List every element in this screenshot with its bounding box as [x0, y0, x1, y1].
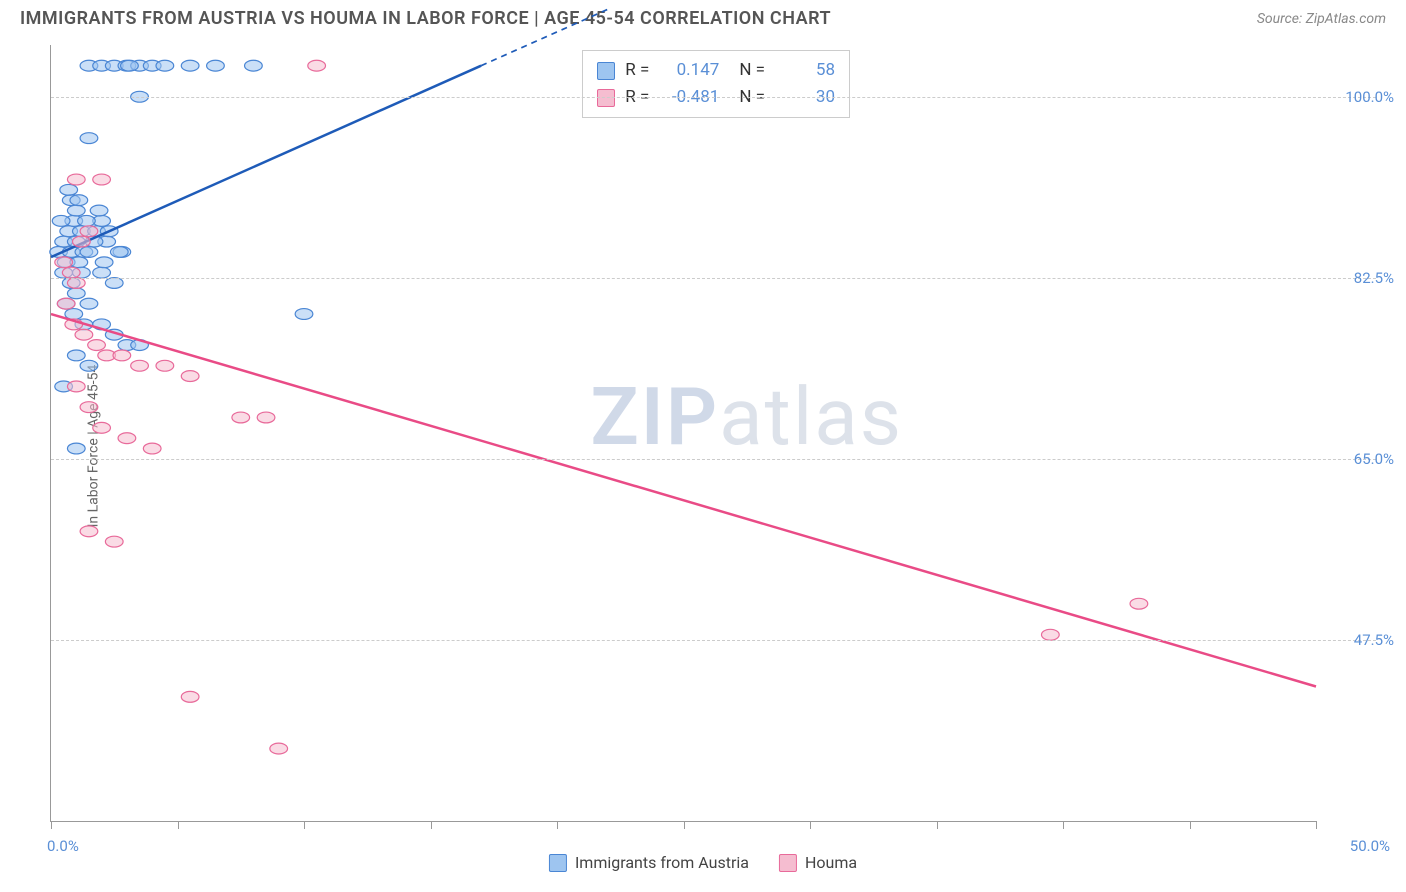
scatter-point: [105, 536, 123, 547]
scatter-point: [78, 215, 96, 226]
stat-n-label: N =: [739, 57, 765, 84]
scatter-point: [181, 371, 199, 382]
gridline-h: [51, 97, 1376, 98]
chart-title: IMMIGRANTS FROM AUSTRIA VS HOUMA IN LABO…: [20, 8, 831, 29]
scatter-point: [57, 298, 75, 309]
scatter-point: [80, 360, 98, 371]
x-tick: [557, 821, 558, 829]
x-tick-label: 50.0%: [1350, 837, 1390, 855]
x-tick: [304, 821, 305, 829]
legend-item: Houma: [779, 853, 857, 872]
scatter-point: [93, 422, 111, 433]
scatter-point: [95, 257, 113, 268]
y-tick-label: 100.0%: [1345, 88, 1394, 106]
trend-line: [51, 66, 481, 257]
scatter-point: [121, 60, 139, 71]
stat-n-value: 58: [775, 57, 835, 84]
scatter-point: [73, 236, 91, 247]
scatter-point: [67, 443, 85, 454]
scatter-point: [60, 184, 78, 195]
scatter-point: [181, 60, 199, 71]
scatter-point: [295, 309, 313, 320]
stat-r-label: R =: [625, 84, 649, 111]
y-tick-label: 65.0%: [1354, 450, 1394, 468]
stat-n-value: 30: [775, 84, 835, 111]
gridline-h: [51, 278, 1376, 279]
x-tick: [684, 821, 685, 829]
legend-swatch: [597, 89, 615, 107]
x-tick: [1316, 821, 1317, 829]
scatter-point: [67, 381, 85, 392]
gridline-h: [51, 459, 1376, 460]
scatter-point: [156, 60, 174, 71]
scatter-point: [308, 60, 326, 71]
trend-line: [51, 314, 1316, 686]
scatter-point: [80, 247, 98, 258]
scatter-point: [80, 526, 98, 537]
scatter-point: [67, 174, 85, 185]
scatter-point: [105, 278, 123, 289]
scatter-point: [67, 278, 85, 289]
scatter-point: [93, 267, 111, 278]
scatter-point: [232, 412, 250, 423]
scatter-point: [110, 247, 128, 258]
stat-r-value: -0.481: [659, 84, 719, 111]
stat-r-label: R =: [625, 57, 649, 84]
scatter-point: [1041, 629, 1059, 640]
scatter-point: [143, 443, 161, 454]
scatter-point: [156, 360, 174, 371]
scatter-point: [67, 205, 85, 216]
chart-plot-area: ZIPatlas R =0.147N =58R =-0.481N =30 47.…: [50, 45, 1316, 822]
scatter-point: [55, 257, 73, 268]
gridline-h: [51, 640, 1376, 641]
y-tick-label: 47.5%: [1354, 631, 1394, 649]
scatter-point: [80, 133, 98, 144]
scatter-point: [93, 174, 111, 185]
stat-r-value: 0.147: [659, 57, 719, 84]
scatter-point: [181, 691, 199, 702]
x-tick: [51, 821, 52, 829]
legend-swatch: [597, 62, 615, 80]
x-tick: [810, 821, 811, 829]
scatter-point: [80, 226, 98, 237]
legend-swatch: [779, 854, 797, 872]
scatter-point: [90, 205, 108, 216]
scatter-point: [62, 267, 80, 278]
scatter-point: [88, 340, 106, 351]
scatter-point: [118, 433, 136, 444]
x-tick-label: 0.0%: [47, 837, 79, 855]
scatter-point: [52, 215, 70, 226]
source-label: Source: ZipAtlas.com: [1257, 11, 1386, 27]
legend-label: Houma: [805, 853, 857, 872]
legend-item: Immigrants from Austria: [549, 853, 749, 872]
scatter-point: [207, 60, 225, 71]
legend-swatch: [549, 854, 567, 872]
scatter-point: [113, 350, 131, 361]
scatter-point: [257, 412, 275, 423]
scatter-point: [80, 298, 98, 309]
legend-label: Immigrants from Austria: [575, 853, 749, 872]
scatter-point: [80, 402, 98, 413]
stats-row: R = 0.147 N = 58: [597, 57, 835, 84]
x-tick: [1190, 821, 1191, 829]
scatter-point: [1130, 598, 1148, 609]
scatter-point: [270, 743, 288, 754]
y-tick-label: 82.5%: [1354, 269, 1394, 287]
scatter-point: [67, 350, 85, 361]
scatter-svg: [51, 45, 1316, 821]
stat-n-label: N =: [739, 84, 765, 111]
correlation-stats-box: R = 0.147 N = 58 R = -0.481 N = 30: [582, 50, 850, 118]
x-tick: [1063, 821, 1064, 829]
stats-row: R = -0.481 N = 30: [597, 84, 835, 111]
legend: Immigrants from Austria Houma: [549, 853, 857, 872]
scatter-point: [75, 329, 93, 340]
x-tick: [178, 821, 179, 829]
scatter-point: [131, 360, 149, 371]
scatter-point: [70, 195, 88, 206]
x-tick: [431, 821, 432, 829]
x-tick: [937, 821, 938, 829]
scatter-point: [67, 288, 85, 299]
scatter-point: [245, 60, 263, 71]
